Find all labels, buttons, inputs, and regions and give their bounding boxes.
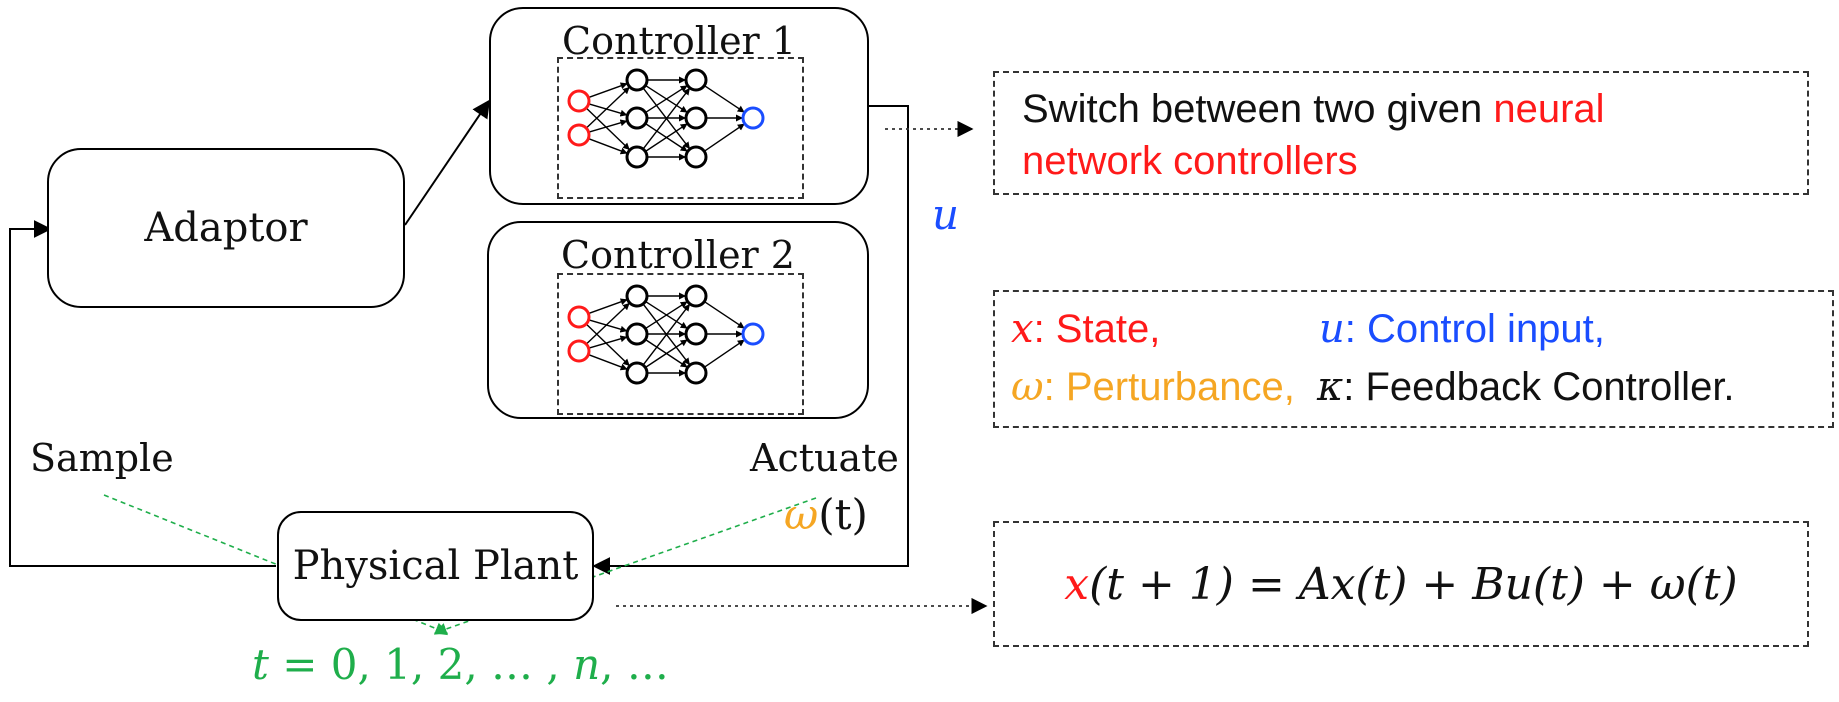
network-connection xyxy=(585,302,631,345)
input-neuron xyxy=(567,305,591,329)
hidden-neuron xyxy=(684,68,708,92)
network-connection xyxy=(703,339,746,368)
switch-note-text: Switch between two given xyxy=(1022,87,1494,131)
network-connection xyxy=(703,123,746,152)
dynamics-equation-box: x(t + 1) = Ax(t) + Bu(t) + ω(t) xyxy=(993,521,1809,647)
legend-state: x: State, xyxy=(1011,306,1160,352)
network-connection xyxy=(645,300,688,330)
omega-symbol: ω xyxy=(784,490,819,539)
hidden-neuron xyxy=(684,361,708,385)
legend-control-symbol: u xyxy=(1319,306,1345,352)
sampling-times: t = 0, 1, 2, … , n, … xyxy=(252,640,669,690)
network-connection xyxy=(642,303,691,366)
legend-box: x: State, u: Control input, ω: Perturban… xyxy=(993,290,1834,428)
hidden-neuron xyxy=(684,106,708,130)
sample-label: Sample xyxy=(30,436,174,480)
adaptor-label: Adaptor xyxy=(144,205,308,251)
network-connection xyxy=(588,103,628,117)
time-variable: t xyxy=(252,640,269,689)
network-connection xyxy=(588,353,628,371)
network-connection xyxy=(644,122,689,153)
legend-control-input: u: Control input, xyxy=(1319,306,1605,352)
network-connection xyxy=(588,298,628,315)
hidden-neuron xyxy=(625,361,649,385)
controller-1-network-frame xyxy=(557,57,804,199)
network-connection xyxy=(585,107,631,151)
input-neuron xyxy=(567,339,591,363)
network-connection xyxy=(644,338,689,369)
input-neuron xyxy=(567,123,591,147)
legend-state-symbol: x xyxy=(1011,306,1034,352)
network-connection xyxy=(703,300,746,330)
hidden-neuron xyxy=(625,145,649,169)
equation-state-symbol: x xyxy=(1064,558,1090,610)
hidden-neuron xyxy=(625,284,649,308)
network-connection xyxy=(588,82,628,99)
controller-1-block: Controller 1 xyxy=(489,7,869,205)
legend-feedback-controller: κ: Feedback Controller. xyxy=(1317,364,1735,410)
network-connection xyxy=(642,87,691,150)
network-connection xyxy=(585,86,631,129)
switch-note-line-2: network controllers xyxy=(1022,139,1358,183)
time-sequence-end: , … xyxy=(600,640,669,689)
control-input-wire xyxy=(592,105,909,575)
network-connection xyxy=(588,319,628,333)
legend-state-text: : State, xyxy=(1033,307,1161,351)
hidden-neuron xyxy=(684,284,708,308)
time-n: n xyxy=(573,640,601,689)
switch-note-box: Switch between two given neural network … xyxy=(993,71,1809,195)
legend-feedback-text: : Feedback Controller. xyxy=(1343,365,1735,409)
hidden-neuron xyxy=(625,322,649,346)
hidden-neuron xyxy=(684,145,708,169)
physical-plant-label: Physical Plant xyxy=(292,543,579,589)
switch-note-highlight-1: neural xyxy=(1493,87,1605,131)
switch-note-line-1: Switch between two given neural xyxy=(1022,87,1605,132)
network-connection xyxy=(588,335,628,349)
perturbation-signal: ω(t) xyxy=(784,490,868,540)
hidden-neuron xyxy=(625,106,649,130)
equation-body: (t + 1) = Ax(t) + Bu(t) + ω(t) xyxy=(1089,558,1738,610)
legend-perturbance-text: : Perturbance, xyxy=(1043,365,1295,409)
network-connection xyxy=(588,137,628,155)
legend-feedback-symbol: κ xyxy=(1317,364,1344,410)
time-sequence: = 0, 1, 2, … , xyxy=(268,640,574,689)
network-connection xyxy=(588,119,628,133)
physical-plant-block: Physical Plant xyxy=(277,511,594,621)
hidden-neuron xyxy=(625,68,649,92)
feedback-wire xyxy=(9,220,276,567)
network-connection xyxy=(645,84,688,114)
omega-argument: (t) xyxy=(818,490,868,539)
network-connection xyxy=(703,84,746,114)
output-neuron xyxy=(741,106,765,130)
output-neuron xyxy=(741,322,765,346)
hidden-neuron xyxy=(684,322,708,346)
legend-perturbance: ω: Perturbance, xyxy=(1011,364,1295,410)
adaptor-to-controller-wire xyxy=(404,99,491,226)
controller-2-network xyxy=(567,284,765,385)
controller-2-block: Controller 2 xyxy=(487,221,869,419)
dynamics-equation: x(t + 1) = Ax(t) + Bu(t) + ω(t) xyxy=(1064,559,1737,610)
controller-2-label: Controller 2 xyxy=(561,233,795,277)
control-input-symbol: u xyxy=(932,190,960,239)
legend-perturbance-symbol: ω xyxy=(1011,364,1044,410)
adaptor-block: Adaptor xyxy=(47,148,405,308)
actuate-label: Actuate xyxy=(750,436,899,480)
controller-2-network-frame xyxy=(557,273,804,415)
legend-control-text-colon: : Control input, xyxy=(1344,307,1605,351)
controller-1-label: Controller 1 xyxy=(562,19,796,63)
network-connection xyxy=(585,323,631,367)
input-neuron xyxy=(567,89,591,113)
controller-1-network xyxy=(567,68,765,169)
